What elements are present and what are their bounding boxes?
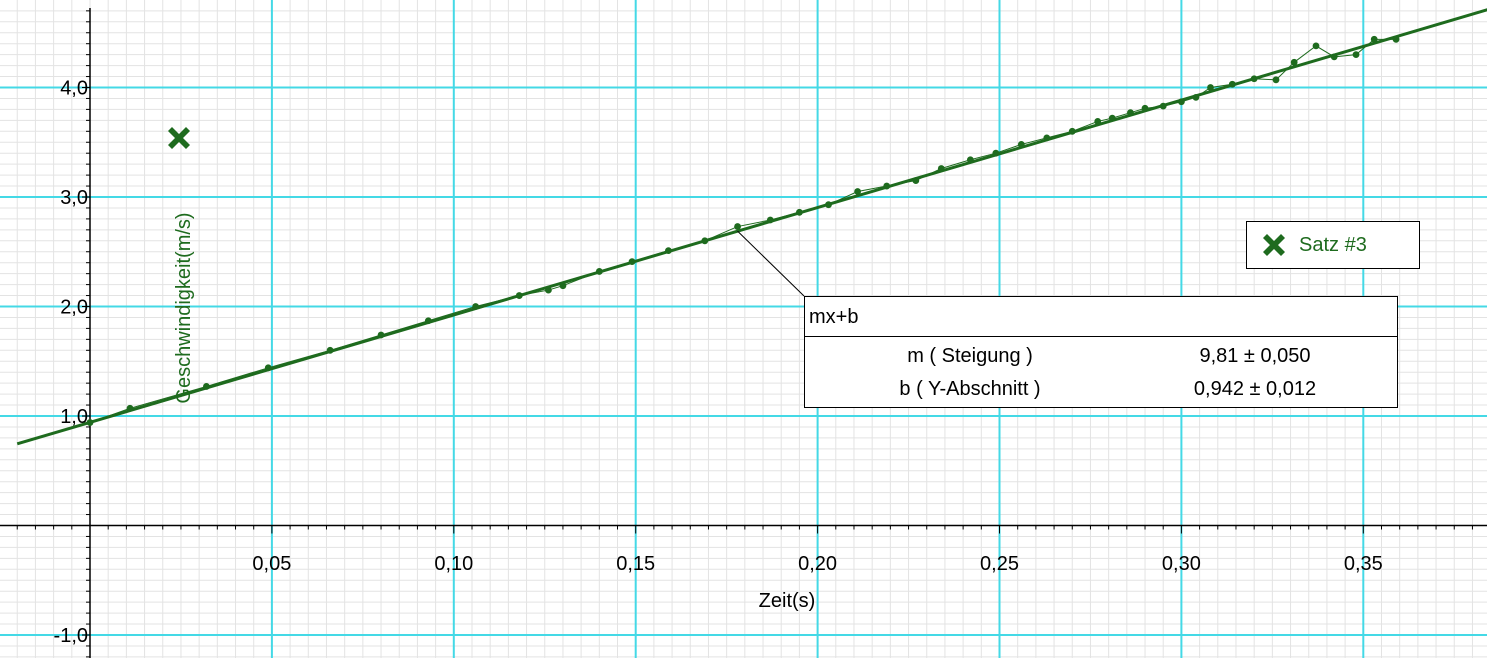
- y-tick-label: 1,0: [60, 406, 88, 428]
- axes: [0, 8, 1487, 658]
- fit-param-row-m: m ( Steigung ) 9,81 ± 0,050: [805, 340, 1397, 373]
- data-point: [1250, 75, 1258, 83]
- data-point: [1207, 84, 1214, 91]
- fit-parameters-box[interactable]: mx+b m ( Steigung ) 9,81 ± 0,050 b ( Y-A…: [804, 296, 1398, 408]
- data-point: [992, 149, 1000, 157]
- data-point: [854, 188, 862, 195]
- tick-labels: 0,05 0,10 0,15 0,20 0,25 0,30 0,35 -1,0 1,0 2,0 3,…: [54, 78, 1383, 648]
- fit-param-value: 9,81 ± 0,050: [1199, 345, 1311, 367]
- fit-line: [16, 8, 1487, 446]
- x-tick-label: 0,30: [1162, 553, 1201, 575]
- data-point: [734, 223, 741, 230]
- data-point: [472, 303, 480, 310]
- annotation-leader: [737, 230, 805, 297]
- series-marker-icon: [168, 127, 190, 149]
- x-tick-label: 0,05: [252, 553, 291, 575]
- data-point: [326, 346, 334, 354]
- fit-param-row-b: b ( Y-Abschnitt ) 0,942 ± 0,012: [805, 373, 1397, 406]
- data-point: [1017, 141, 1025, 148]
- data-point: [766, 216, 774, 224]
- fit-param-name: m ( Steigung ): [907, 345, 1033, 367]
- data-point: [264, 364, 272, 372]
- fit-param-name: b ( Y-Abschnitt ): [899, 378, 1041, 400]
- fit-param-value: 0,942 ± 0,012: [1193, 378, 1317, 400]
- y-tick-label: -1,0: [54, 625, 88, 647]
- data-point: [1352, 51, 1360, 59]
- data-point: [628, 258, 636, 266]
- data-point: [515, 292, 523, 299]
- data-point: [1272, 76, 1280, 84]
- data-point: [1392, 35, 1400, 43]
- data-point: [825, 201, 832, 209]
- data-point: [1370, 35, 1378, 43]
- data-point: [1043, 134, 1051, 142]
- data-point: [377, 331, 385, 339]
- data-point: [1178, 98, 1185, 106]
- data-points: [86, 35, 1400, 426]
- data-point: [966, 156, 974, 164]
- x-tick-label: 0,35: [1344, 553, 1383, 575]
- data-point: [1192, 93, 1200, 101]
- data-point: [1330, 53, 1338, 61]
- x-cross-icon: [1263, 234, 1285, 256]
- data-point: [126, 404, 134, 412]
- data-point: [796, 208, 803, 216]
- data-point: [665, 247, 672, 255]
- data-point: [883, 182, 891, 190]
- fit-line-group: [16, 8, 1487, 446]
- data-point: [937, 165, 945, 172]
- x-tick-label: 0,25: [980, 553, 1019, 575]
- data-point: [1068, 127, 1076, 135]
- x-tick-label: 0,20: [798, 553, 837, 575]
- data-point: [701, 237, 709, 245]
- x-tick-label: 0,10: [434, 553, 473, 575]
- legend[interactable]: Satz #3: [1246, 221, 1420, 269]
- y-axis-title: Geschwindigkeit(m/s): [173, 212, 195, 403]
- data-point: [1159, 102, 1167, 110]
- data-point: [1228, 80, 1236, 88]
- y-tick-label: 2,0: [60, 297, 88, 319]
- data-point: [86, 419, 94, 426]
- data-point: [912, 177, 920, 184]
- data-point: [1141, 104, 1149, 112]
- x-tick-label: 0,15: [616, 553, 655, 575]
- tick-marks: [16, 10, 1473, 658]
- data-point: [559, 282, 567, 290]
- y-tick-label: 4,0: [60, 78, 88, 100]
- y-tick-label: 3,0: [60, 187, 88, 209]
- annotation-leader-line: [737, 230, 805, 297]
- data-point: [424, 317, 432, 325]
- legend-label: Satz #3: [1299, 233, 1367, 256]
- data-point: [1127, 109, 1134, 117]
- data-point: [1312, 42, 1320, 50]
- data-point: [203, 383, 210, 390]
- data-point: [595, 268, 603, 275]
- x-axis-title: Zeit(s): [759, 590, 816, 612]
- fit-equation-label: mx+b: [805, 297, 1397, 337]
- data-point: [1094, 118, 1102, 125]
- data-point: [544, 286, 552, 294]
- data-point: [1108, 114, 1116, 122]
- data-point: [1290, 58, 1298, 66]
